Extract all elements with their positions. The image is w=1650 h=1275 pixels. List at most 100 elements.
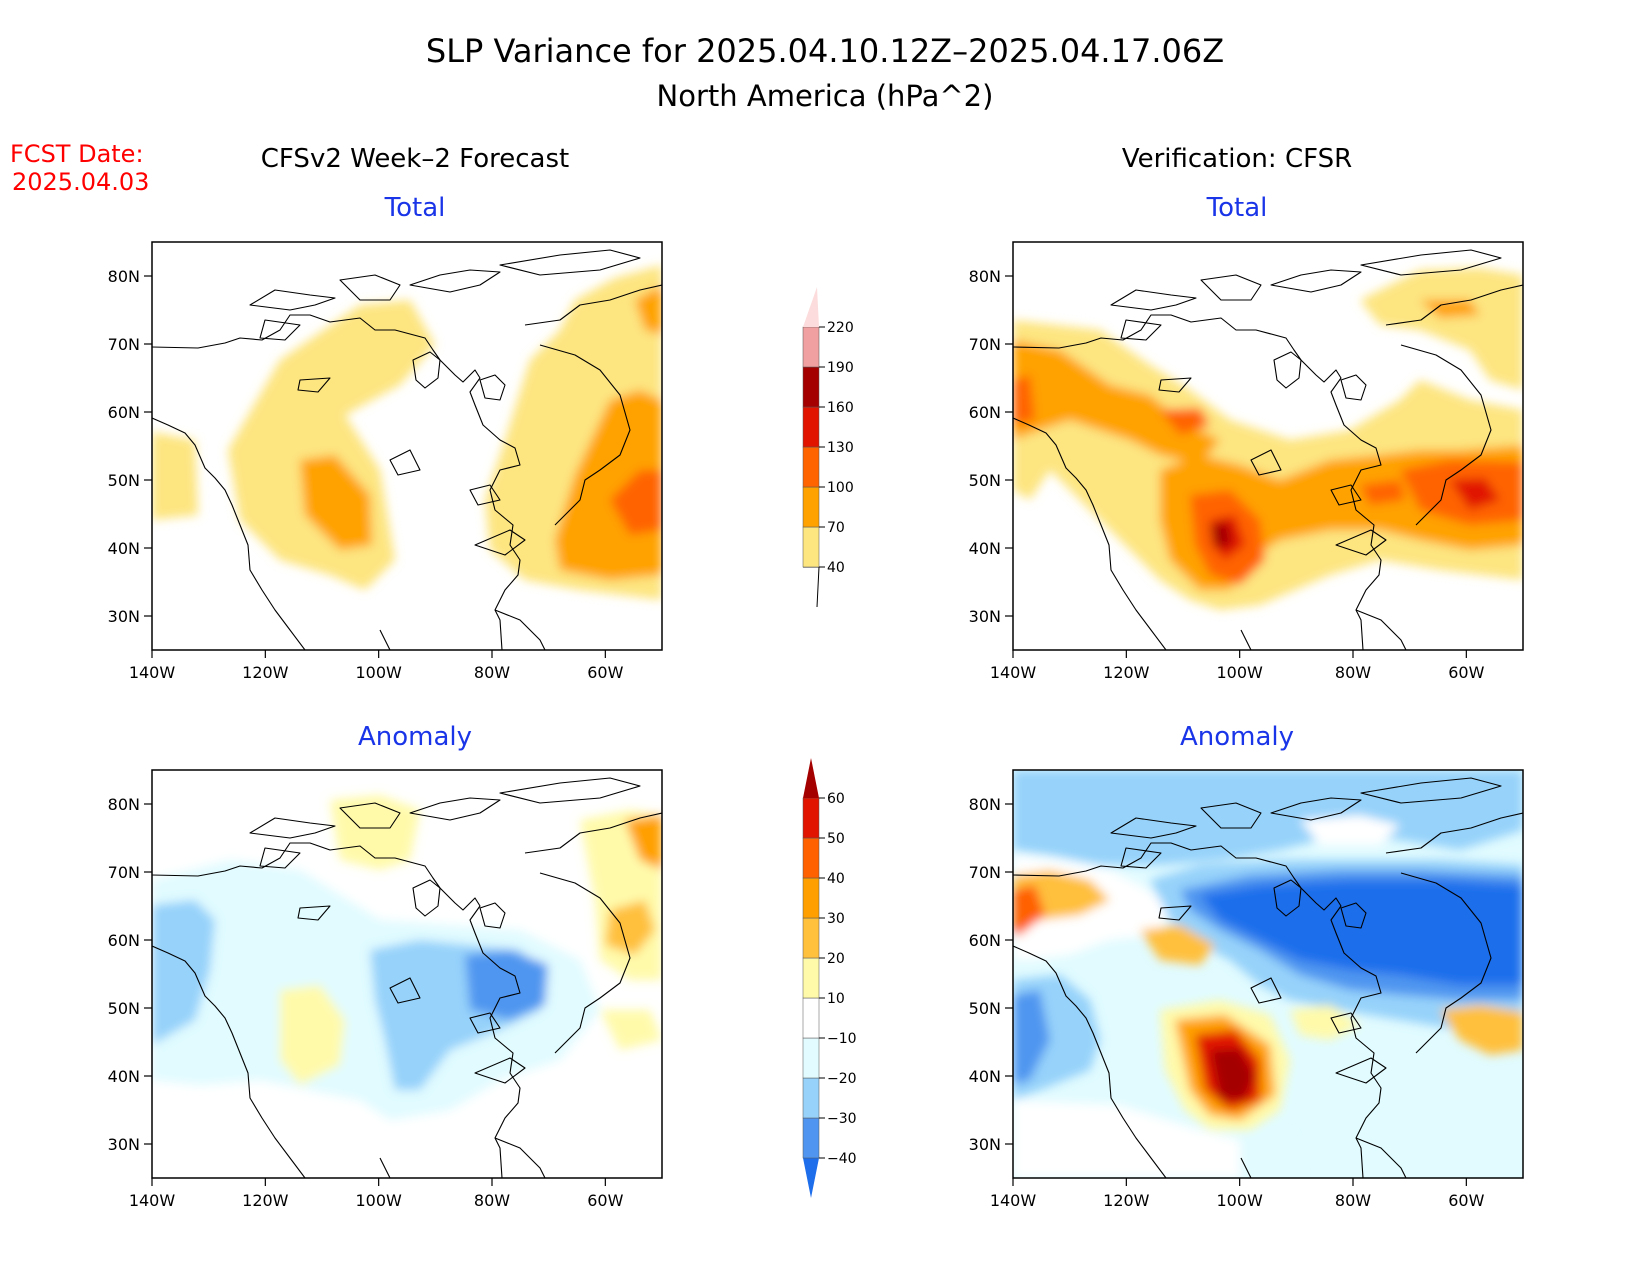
lat-tick-label: 60N bbox=[969, 931, 1001, 950]
panel-subtitle: Total bbox=[1206, 193, 1268, 223]
lat-tick-label: 30N bbox=[108, 1135, 140, 1154]
map-frame bbox=[1012, 769, 1524, 1179]
colorbar-box bbox=[802, 997, 820, 1039]
colorbar-label: 20 bbox=[827, 951, 845, 967]
lon-tick-label: 100W bbox=[1216, 1191, 1263, 1210]
lon-tick-label: 140W bbox=[129, 1191, 176, 1210]
colorbar-label: −40 bbox=[827, 1151, 857, 1167]
colorbar-box bbox=[802, 797, 820, 839]
colorbar-box bbox=[802, 1117, 820, 1159]
map-area bbox=[1013, 770, 1523, 1178]
colorbar-label: 130 bbox=[827, 440, 854, 456]
panel-subtitle: Total bbox=[384, 193, 446, 223]
lat-tick-label: 60N bbox=[969, 403, 1001, 422]
lon-tick-label: 100W bbox=[355, 1191, 402, 1210]
lon-tick-label: 120W bbox=[242, 1191, 289, 1210]
fcst-date-label: FCST Date: bbox=[10, 140, 144, 168]
lon-tick-label: 80W bbox=[474, 1191, 510, 1210]
lon-tick-label: 120W bbox=[1103, 1191, 1150, 1210]
colorbar-box bbox=[802, 1037, 820, 1079]
colorbar-label: 40 bbox=[827, 871, 845, 887]
fcst-date-value: 2025.04.03 bbox=[12, 168, 149, 196]
lon-tick-label: 60W bbox=[587, 663, 623, 682]
lat-tick-label: 50N bbox=[108, 999, 140, 1018]
coastlines bbox=[1013, 249, 1523, 650]
map-frame bbox=[151, 769, 663, 1179]
coastlines bbox=[152, 249, 662, 650]
panel-subtitle: Anomaly bbox=[358, 722, 472, 752]
lat-tick-label: 30N bbox=[969, 607, 1001, 626]
colorbar-box bbox=[802, 837, 820, 879]
map-frame bbox=[1012, 241, 1524, 651]
colorbar-box bbox=[802, 1077, 820, 1119]
lat-tick-label: 80N bbox=[969, 267, 1001, 286]
colorbar-box bbox=[802, 917, 820, 959]
lat-tick-label: 80N bbox=[969, 795, 1001, 814]
colorbar-label: 30 bbox=[827, 911, 845, 927]
lon-tick-label: 120W bbox=[1103, 663, 1150, 682]
colorbar-box bbox=[802, 486, 820, 528]
lon-tick-label: 60W bbox=[587, 1191, 623, 1210]
map-area bbox=[1013, 249, 1523, 650]
main-subtitle: North America (hPa^2) bbox=[657, 79, 994, 113]
lon-tick-label: 60W bbox=[1448, 1191, 1484, 1210]
anomaly-shading bbox=[1013, 770, 1523, 1178]
lat-tick-label: 80N bbox=[108, 795, 140, 814]
lat-tick-label: 70N bbox=[108, 863, 140, 882]
colorbar-label: 40 bbox=[827, 560, 845, 576]
map-area bbox=[152, 249, 662, 650]
variance-shading bbox=[152, 265, 662, 600]
lon-tick-label: 80W bbox=[1335, 663, 1371, 682]
panel-verification-anomaly: Anomaly bbox=[1012, 722, 1524, 1179]
lat-tick-label: 40N bbox=[969, 1067, 1001, 1086]
colorbar-box bbox=[802, 326, 820, 368]
colorbar-lower-end bbox=[803, 566, 820, 608]
colorbar-box bbox=[802, 957, 820, 999]
colorbar-label: 10 bbox=[827, 991, 845, 1007]
lon-tick-label: 100W bbox=[355, 663, 402, 682]
colorbar-box bbox=[803, 287, 819, 327]
lat-tick-label: 30N bbox=[969, 1135, 1001, 1154]
colorbar-label: −30 bbox=[827, 1111, 857, 1127]
lat-tick-label: 40N bbox=[969, 539, 1001, 558]
lat-tick-label: 70N bbox=[969, 863, 1001, 882]
colorbar-label: 60 bbox=[827, 791, 845, 807]
lat-tick-label: 40N bbox=[108, 1067, 140, 1086]
axes-layer: 80N 70N 60N 50N 40N 30N 140W 120W 100W 80W 60W 80N 7… bbox=[108, 267, 1485, 1210]
variance-shading bbox=[1013, 268, 1523, 610]
panel-verification-total: Total bbox=[1012, 193, 1524, 651]
lon-tick-label: 140W bbox=[129, 663, 176, 682]
colorbar-label: −10 bbox=[827, 1031, 857, 1047]
lat-tick-label: 70N bbox=[969, 335, 1001, 354]
lat-tick-label: 60N bbox=[108, 931, 140, 950]
coastlines bbox=[1013, 777, 1523, 1178]
lon-tick-label: 140W bbox=[990, 663, 1037, 682]
lat-tick-label: 30N bbox=[108, 607, 140, 626]
lon-tick-label: 80W bbox=[1335, 1191, 1371, 1210]
panel-forecast-total: Total bbox=[151, 193, 663, 651]
panel-subtitle: Anomaly bbox=[1180, 722, 1294, 752]
colorbar-lower-arrow bbox=[803, 1158, 819, 1198]
coastlines bbox=[152, 777, 662, 1178]
colorbar-box bbox=[802, 406, 820, 448]
colorbar-total: 40 70 100 130 160 190 220 bbox=[802, 287, 854, 608]
map-frame bbox=[151, 241, 663, 651]
colorbar-box bbox=[802, 366, 820, 408]
lon-tick-label: 60W bbox=[1448, 663, 1484, 682]
colorbar-label: 190 bbox=[827, 360, 854, 376]
colorbar-box bbox=[802, 526, 820, 568]
map-area bbox=[152, 777, 662, 1178]
main-title: SLP Variance for 2025.04.10.12Z–2025.04.… bbox=[426, 32, 1224, 70]
colorbar-label: 220 bbox=[827, 320, 854, 336]
lat-tick-label: 60N bbox=[108, 403, 140, 422]
colorbar-label: 160 bbox=[827, 400, 854, 416]
colorbar-box bbox=[802, 877, 820, 919]
lat-tick-label: 50N bbox=[969, 999, 1001, 1018]
forecast-column-title: CFSv2 Week–2 Forecast bbox=[261, 144, 569, 174]
verification-column-title: Verification: CFSR bbox=[1122, 144, 1352, 174]
lon-tick-label: 140W bbox=[990, 1191, 1037, 1210]
colorbar-upper-arrow bbox=[803, 758, 819, 798]
colorbar-label: 100 bbox=[827, 480, 854, 496]
colorbar-label: −20 bbox=[827, 1071, 857, 1087]
